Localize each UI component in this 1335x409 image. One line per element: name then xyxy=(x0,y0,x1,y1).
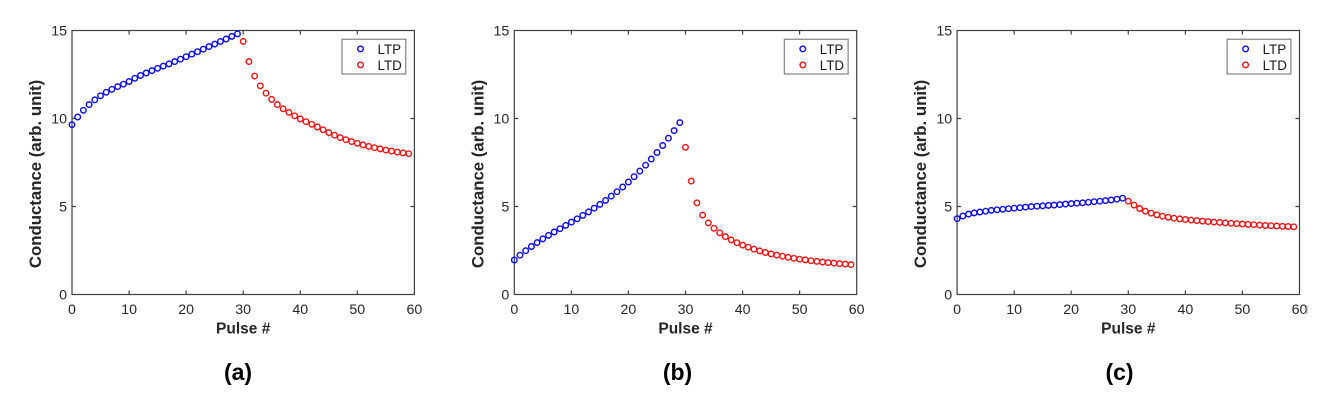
svg-text:Pulse #: Pulse # xyxy=(658,321,713,338)
svg-text:0: 0 xyxy=(59,288,67,304)
svg-text:30: 30 xyxy=(1120,302,1136,318)
svg-text:15: 15 xyxy=(494,24,510,40)
svg-text:5: 5 xyxy=(59,200,67,216)
svg-text:60: 60 xyxy=(1292,302,1308,318)
svg-text:10: 10 xyxy=(1006,302,1022,318)
svg-text:Conductance (arb. unit): Conductance (arb. unit) xyxy=(468,80,487,268)
svg-text:5: 5 xyxy=(501,200,509,216)
svg-text:60: 60 xyxy=(407,302,423,318)
svg-text:20: 20 xyxy=(178,302,194,318)
svg-text:10: 10 xyxy=(564,302,580,318)
svg-text:15: 15 xyxy=(936,24,952,40)
svg-text:40: 40 xyxy=(1178,302,1194,318)
svg-text:50: 50 xyxy=(1235,302,1251,318)
svg-text:15: 15 xyxy=(51,24,67,40)
svg-text:10: 10 xyxy=(121,302,137,318)
svg-text:10: 10 xyxy=(51,112,67,128)
svg-text:LTD: LTD xyxy=(1263,58,1288,73)
svg-text:Pulse #: Pulse # xyxy=(216,321,271,338)
svg-text:LTP: LTP xyxy=(1263,42,1287,57)
svg-text:LTP: LTP xyxy=(378,42,402,57)
svg-text:(b): (b) xyxy=(663,359,692,385)
svg-text:50: 50 xyxy=(349,302,365,318)
svg-text:0: 0 xyxy=(501,288,509,304)
svg-text:Pulse #: Pulse # xyxy=(1101,321,1156,338)
svg-text:5: 5 xyxy=(944,200,952,216)
svg-text:10: 10 xyxy=(494,112,510,128)
svg-text:40: 40 xyxy=(292,302,308,318)
svg-text:0: 0 xyxy=(944,288,952,304)
svg-text:50: 50 xyxy=(792,302,808,318)
svg-text:30: 30 xyxy=(678,302,694,318)
svg-text:Conductance (arb. unit): Conductance (arb. unit) xyxy=(26,80,45,268)
svg-text:LTD: LTD xyxy=(378,58,403,73)
svg-text:60: 60 xyxy=(849,302,865,318)
svg-text:LTD: LTD xyxy=(820,58,845,73)
svg-text:0: 0 xyxy=(953,302,961,318)
svg-text:Conductance (arb. unit): Conductance (arb. unit) xyxy=(911,80,930,268)
svg-text:40: 40 xyxy=(735,302,751,318)
svg-text:30: 30 xyxy=(235,302,251,318)
svg-text:20: 20 xyxy=(621,302,637,318)
svg-text:10: 10 xyxy=(936,112,952,128)
svg-text:0: 0 xyxy=(68,302,76,318)
svg-text:0: 0 xyxy=(510,302,518,318)
svg-text:20: 20 xyxy=(1063,302,1079,318)
svg-text:LTP: LTP xyxy=(820,42,844,57)
svg-text:(c): (c) xyxy=(1105,359,1133,385)
svg-text:(a): (a) xyxy=(224,359,252,385)
